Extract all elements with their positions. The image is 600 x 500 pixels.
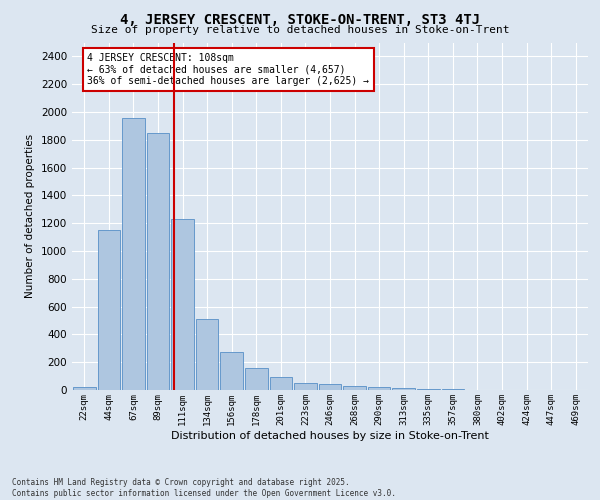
Bar <box>122 118 145 390</box>
X-axis label: Distribution of detached houses by size in Stoke-on-Trent: Distribution of detached houses by size … <box>171 430 489 440</box>
Bar <box>343 386 366 390</box>
Text: Size of property relative to detached houses in Stoke-on-Trent: Size of property relative to detached ho… <box>91 25 509 35</box>
Bar <box>294 383 317 390</box>
Bar <box>269 378 292 390</box>
Bar <box>245 368 268 390</box>
Y-axis label: Number of detached properties: Number of detached properties <box>25 134 35 298</box>
Bar <box>417 389 440 390</box>
Bar <box>368 387 391 390</box>
Bar <box>392 388 415 390</box>
Text: 4 JERSEY CRESCENT: 108sqm
← 63% of detached houses are smaller (4,657)
36% of se: 4 JERSEY CRESCENT: 108sqm ← 63% of detac… <box>88 53 370 86</box>
Bar <box>196 319 218 390</box>
Bar <box>73 386 95 390</box>
Bar <box>220 352 243 390</box>
Bar <box>146 133 169 390</box>
Bar <box>171 219 194 390</box>
Bar <box>98 230 120 390</box>
Text: Contains HM Land Registry data © Crown copyright and database right 2025.
Contai: Contains HM Land Registry data © Crown c… <box>12 478 396 498</box>
Bar <box>319 384 341 390</box>
Text: 4, JERSEY CRESCENT, STOKE-ON-TRENT, ST3 4TJ: 4, JERSEY CRESCENT, STOKE-ON-TRENT, ST3 … <box>120 12 480 26</box>
